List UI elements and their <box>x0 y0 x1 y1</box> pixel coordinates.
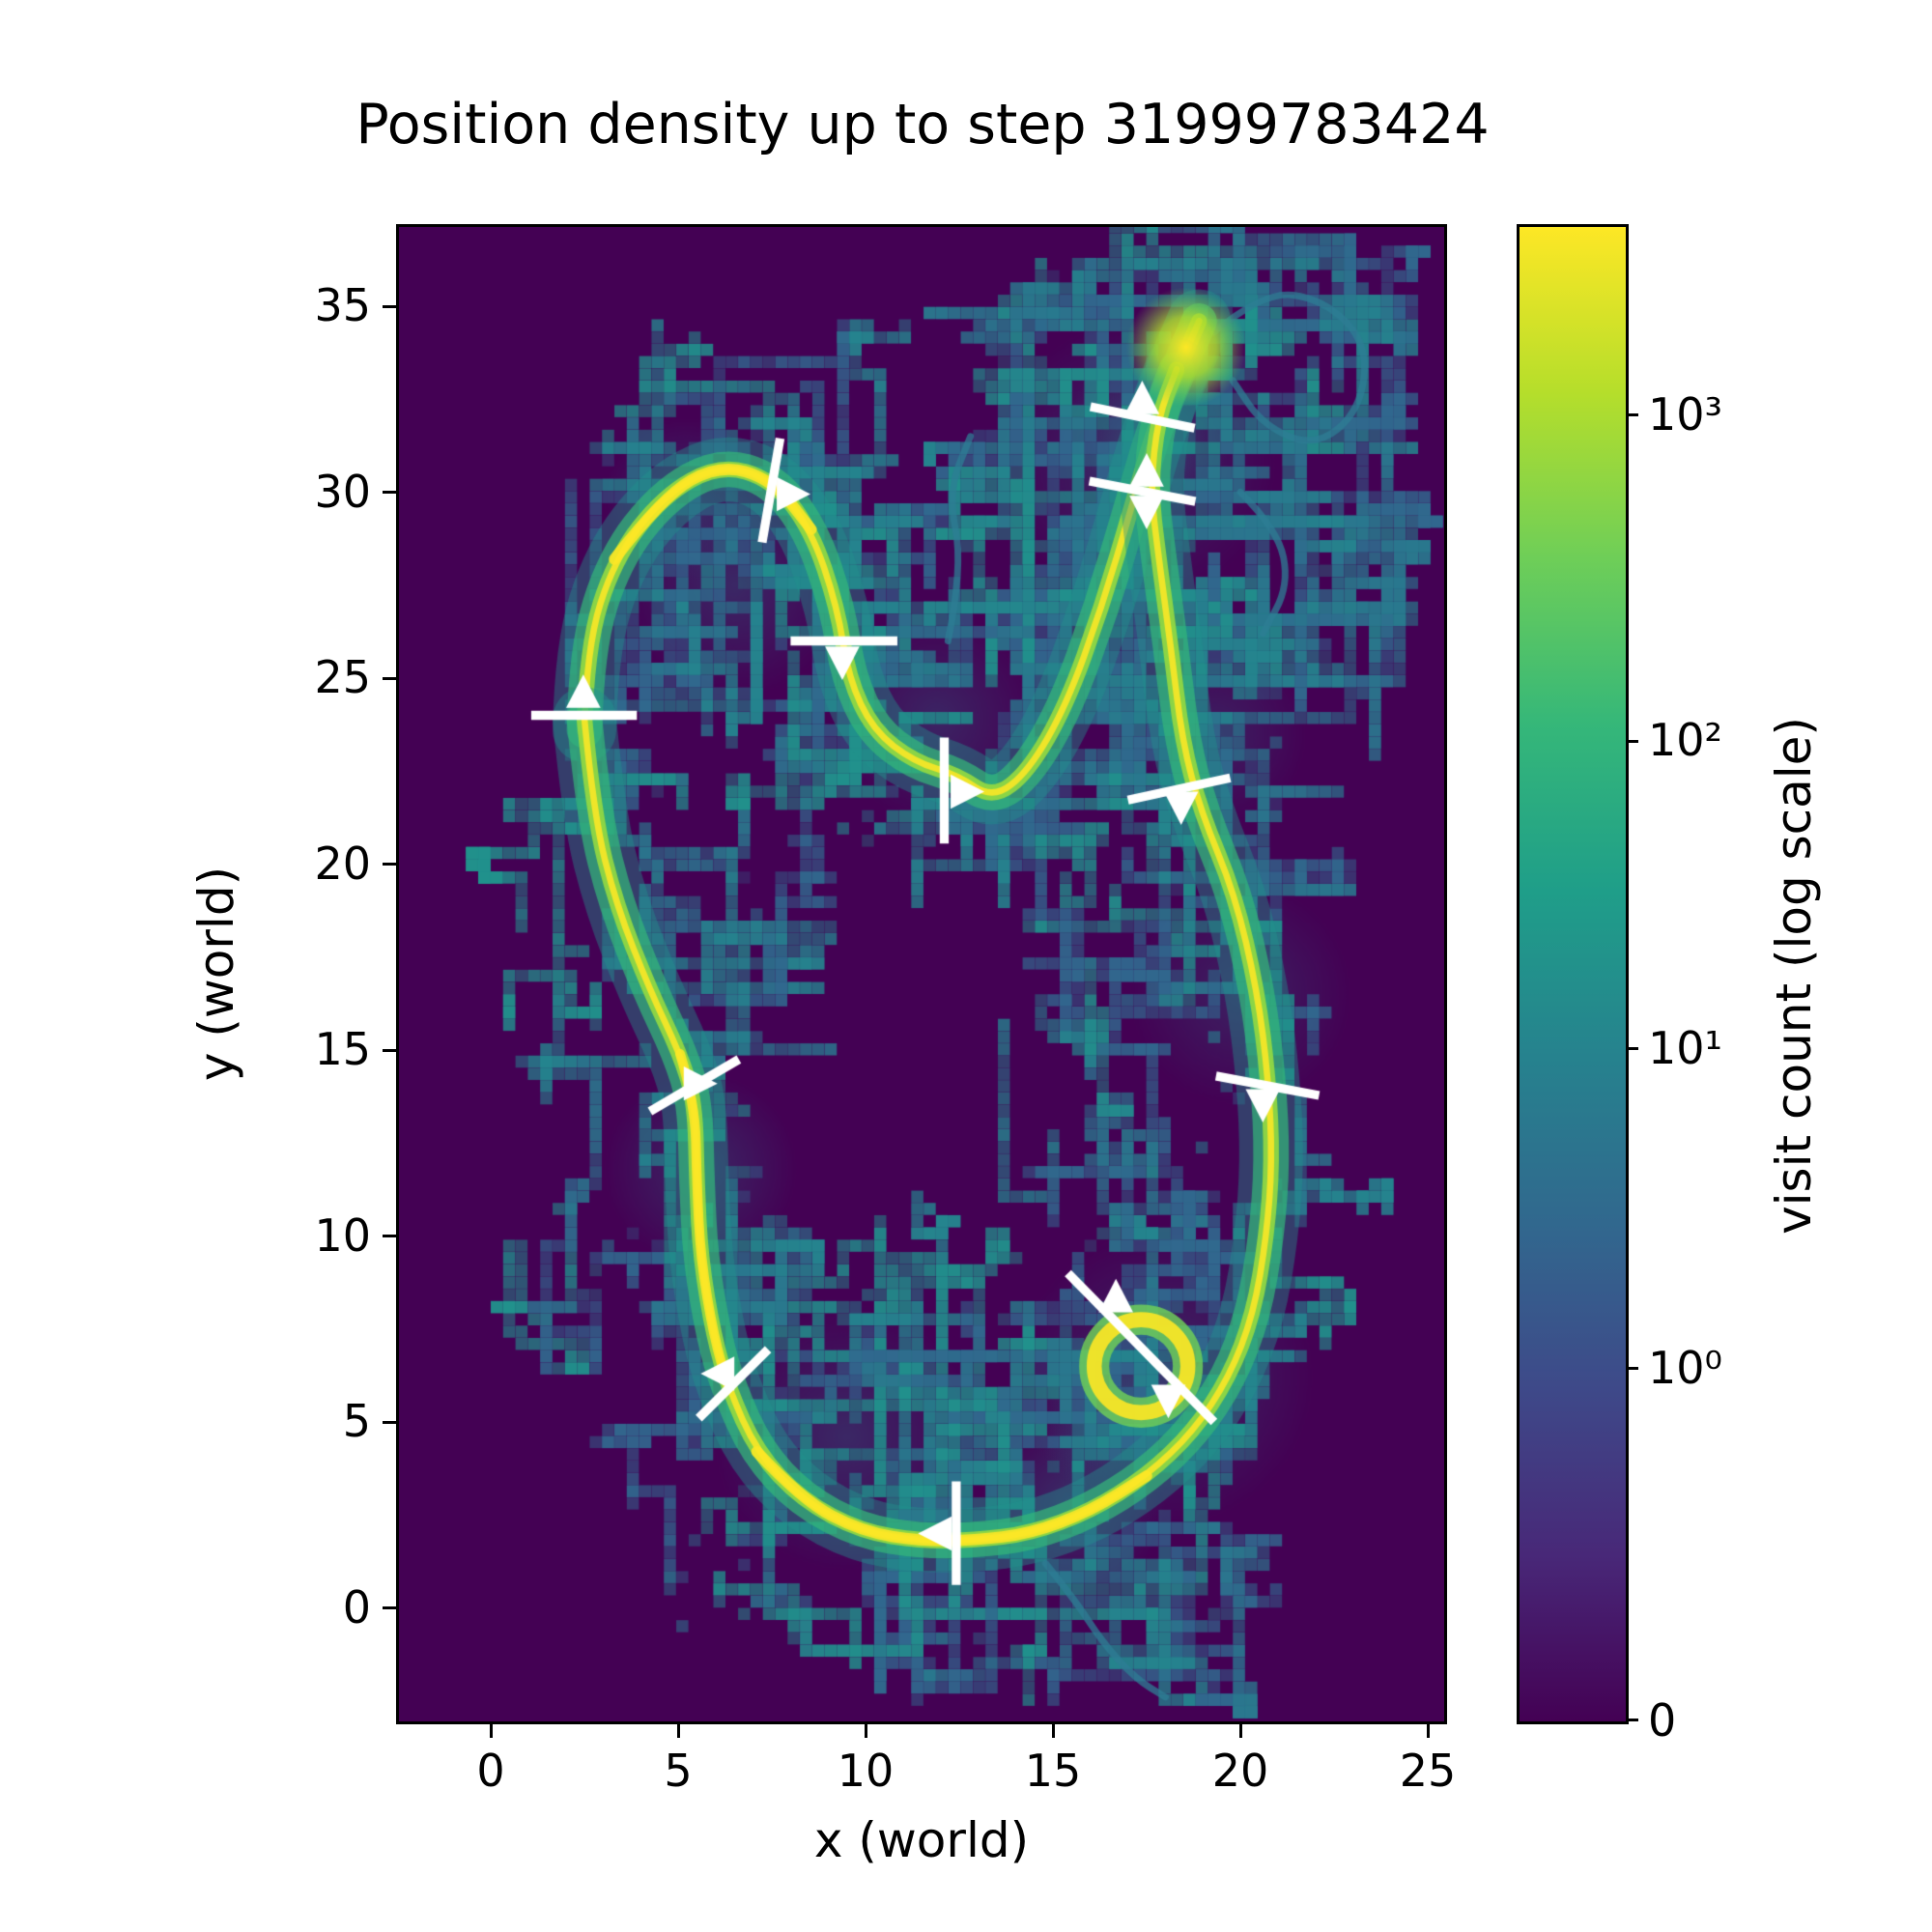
y-tick-mark <box>383 863 396 866</box>
y-tick-label: 20 <box>314 837 371 890</box>
y-tick-mark <box>383 304 396 308</box>
colorbar-gradient <box>1520 227 1626 1721</box>
x-axis-label: x (world) <box>813 1812 1030 1868</box>
x-tick-label: 5 <box>664 1745 693 1797</box>
y-tick-label: 30 <box>314 465 371 518</box>
y-tick-label: 5 <box>342 1395 371 1447</box>
y-tick-mark <box>383 1606 396 1609</box>
x-tick-label: 25 <box>1399 1745 1457 1797</box>
x-tick-mark <box>1051 1724 1055 1738</box>
x-tick-label: 15 <box>1024 1745 1082 1797</box>
y-tick-label: 35 <box>314 279 371 331</box>
y-axis-label: y (world) <box>188 866 244 1082</box>
y-tick-mark <box>383 1420 396 1424</box>
x-tick-label: 20 <box>1211 1745 1269 1797</box>
x-tick-mark <box>489 1724 493 1738</box>
colorbar-tick-mark <box>1626 739 1638 743</box>
colorbar-tick-label: 10⁰ <box>1648 1341 1722 1394</box>
plot-title: Position density up to step 31999783424 <box>355 93 1490 156</box>
x-tick-mark <box>864 1724 867 1738</box>
colorbar-tick-mark <box>1626 1718 1638 1721</box>
y-tick-label: 0 <box>342 1580 371 1634</box>
density-heatmap-canvas <box>399 227 1444 1721</box>
colorbar <box>1517 224 1629 1724</box>
colorbar-label: visit count (log scale) <box>1766 717 1822 1235</box>
y-tick-mark <box>383 1048 396 1052</box>
colorbar-tick-mark <box>1626 413 1638 417</box>
x-tick-mark <box>1238 1724 1242 1738</box>
y-tick-label: 25 <box>314 651 371 703</box>
y-tick-label: 10 <box>314 1208 371 1262</box>
colorbar-tick-label: 10¹ <box>1648 1021 1722 1074</box>
y-tick-label: 15 <box>314 1023 371 1075</box>
colorbar-tick-mark <box>1626 1367 1638 1371</box>
plot-area <box>396 224 1447 1724</box>
x-tick-mark <box>1426 1724 1430 1738</box>
x-tick-mark <box>676 1724 680 1738</box>
y-tick-mark <box>383 676 396 680</box>
y-tick-mark <box>383 491 396 494</box>
x-tick-label: 10 <box>837 1745 895 1797</box>
colorbar-tick-label: 10² <box>1648 714 1722 767</box>
colorbar-tick-label: 0 <box>1648 1694 1677 1747</box>
colorbar-tick-mark <box>1626 1047 1638 1051</box>
y-tick-mark <box>383 1235 396 1237</box>
x-tick-label: 0 <box>476 1745 505 1797</box>
colorbar-tick-label: 10³ <box>1648 387 1722 440</box>
